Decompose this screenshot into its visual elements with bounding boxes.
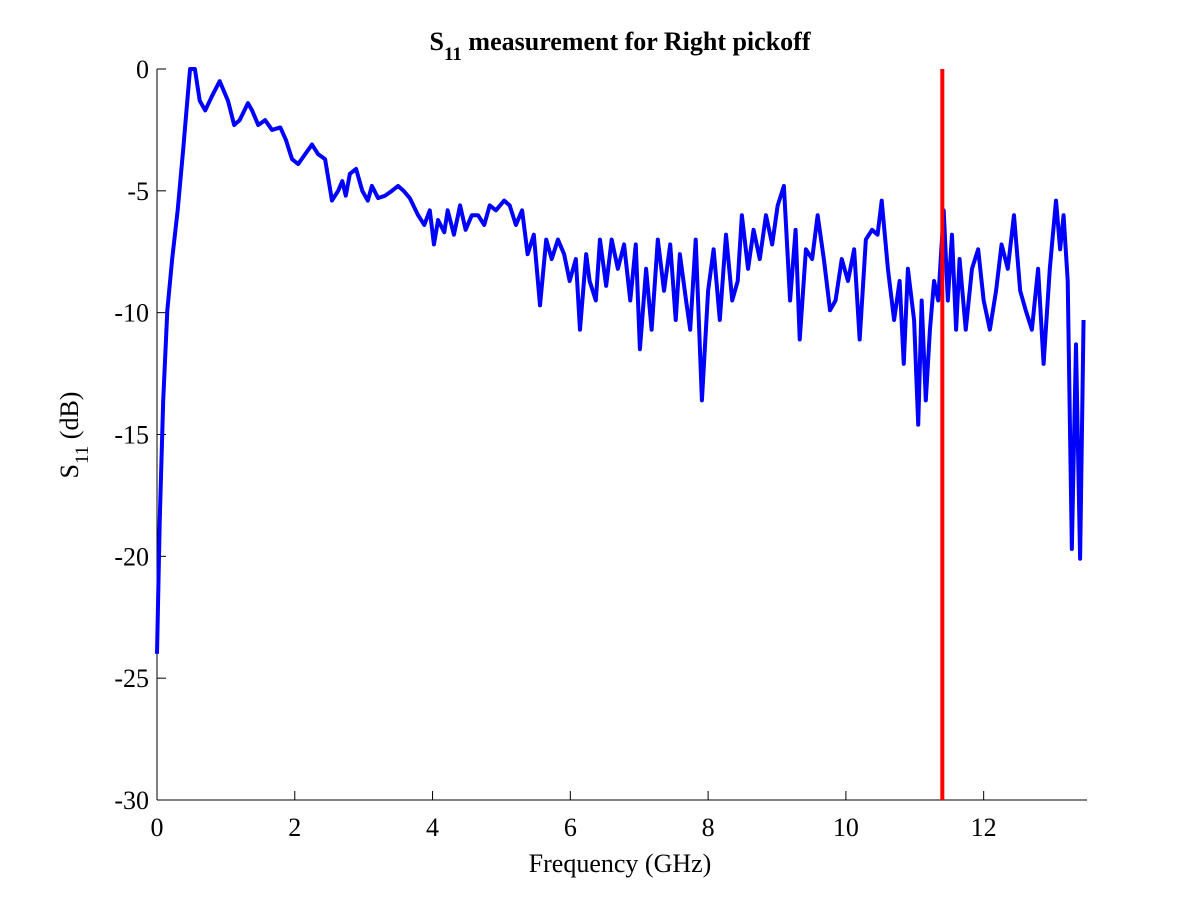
y-axis-label: S11 (dB): [55, 392, 93, 479]
y-tick-label: 0: [136, 55, 149, 84]
x-tick-label: 8: [702, 813, 715, 842]
y-label-subscript: 11: [72, 446, 93, 464]
y-tick-label: -20: [114, 542, 149, 571]
x-tick-label: 12: [971, 813, 997, 842]
y-label-text: (dB): [55, 392, 84, 446]
title-subscript: 11: [444, 44, 462, 65]
y-tick-label: -5: [127, 177, 149, 206]
title-text: measurement for Right pickoff: [462, 27, 811, 56]
chart-title: S11 measurement for Right pickoff: [430, 27, 811, 65]
x-tick-label: 0: [151, 813, 164, 842]
data-line: [155, 67, 1086, 654]
y-tick-label: -10: [114, 299, 149, 328]
x-tick-label: 4: [426, 813, 439, 842]
y-tick-label: -30: [114, 786, 149, 815]
y-label-symbol: S: [55, 464, 84, 478]
x-tick-label: 10: [833, 813, 859, 842]
x-tick-label: 2: [288, 813, 301, 842]
x-tick-label: 6: [564, 813, 577, 842]
x-axis-label: Frequency (GHz): [529, 849, 712, 878]
y-tick-label: -25: [114, 664, 149, 693]
title-symbol: S: [430, 27, 444, 56]
y-tick-label: -15: [114, 421, 149, 450]
